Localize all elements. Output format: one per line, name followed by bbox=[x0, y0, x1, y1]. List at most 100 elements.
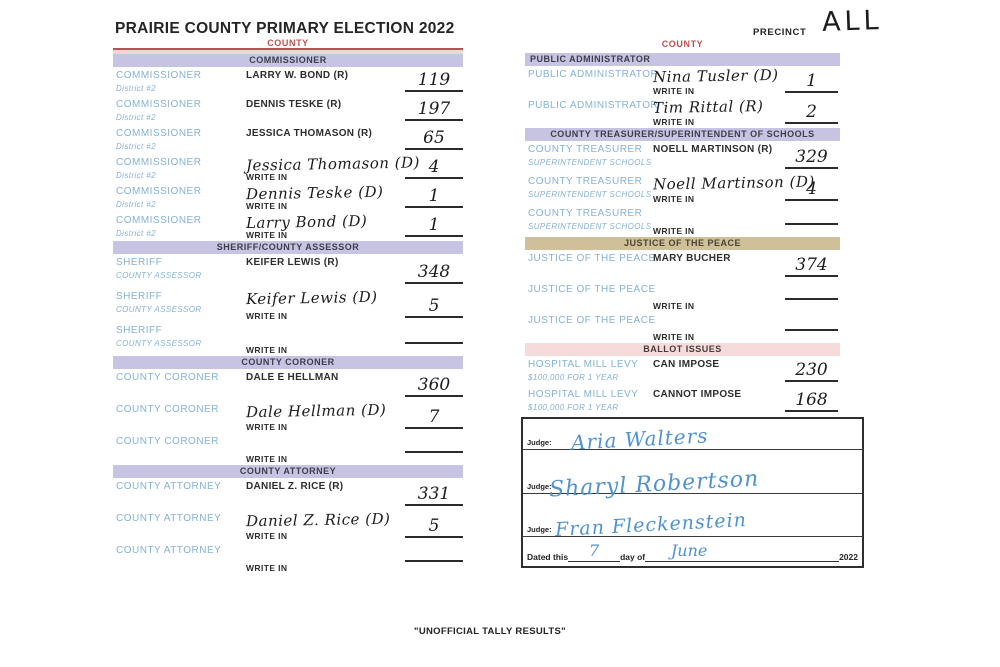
tally-value: 4 bbox=[806, 179, 817, 199]
tally-row: COUNTY ATTORNEY WRITE IN bbox=[113, 542, 463, 574]
section-header: COMMISSIONER bbox=[113, 54, 463, 67]
office-sub-label: $100,000 FOR 1 YEAR bbox=[528, 373, 619, 382]
tally-line: 5 bbox=[405, 298, 463, 318]
tally-value: 168 bbox=[795, 390, 828, 410]
section-attorney: COUNTY ATTORNEY COUNTY ATTORNEY DANIEL Z. … bbox=[113, 465, 463, 574]
tally-row: COUNTY TREASURER SUPERINTENDENT SCHOOLS NO… bbox=[525, 141, 840, 173]
tally-line bbox=[405, 451, 463, 453]
section-coroner: COUNTY CORONER COUNTY CORONER DALE E HELLM… bbox=[113, 356, 463, 465]
judge-row: Judge: Sharyl Robertson bbox=[523, 450, 862, 502]
tally-line: 7 bbox=[405, 409, 463, 429]
tally-row: COUNTY CORONER DALE E HELLMAN 360 bbox=[113, 369, 463, 401]
office-sub-label: District #2 bbox=[116, 171, 156, 180]
dated-day-handwritten: 7 bbox=[589, 541, 600, 560]
write-in-label: WRITE IN bbox=[653, 226, 695, 236]
red-divider-line bbox=[113, 48, 463, 54]
office-sub-label: SUPERINTENDENT SCHOOLS bbox=[528, 222, 652, 231]
tally-row: COUNTY ATTORNEY Daniel Z. Rice (D) WRITE I… bbox=[113, 510, 463, 542]
dated-year: 2022 bbox=[839, 552, 858, 562]
tally-value: 374 bbox=[795, 255, 828, 275]
section-header: COUNTY ATTORNEY bbox=[113, 465, 463, 478]
section-justice: JUSTICE OF THE PEACE JUSTICE OF THE PEACE… bbox=[525, 237, 840, 343]
candidate-name: MARY BUCHER bbox=[653, 253, 731, 264]
office-sub-label: COUNTY ASSESSOR bbox=[116, 305, 202, 314]
write-in-label: WRITE IN bbox=[246, 422, 288, 432]
office-label: HOSPITAL MILL LEVY bbox=[528, 389, 639, 400]
section-treasurer: COUNTY TREASURER/SUPERINTENDENT OF SCHOO… bbox=[525, 128, 840, 237]
candidate-name-handwritten: Daniel Z. Rice (D) bbox=[245, 509, 391, 531]
tally-line bbox=[405, 560, 463, 562]
tally-row: PUBLIC ADMINISTRATOR Tim Rittal (R) WRITE … bbox=[525, 97, 840, 128]
county-label-left: COUNTY bbox=[267, 38, 309, 48]
dated-day-blank: 7 bbox=[568, 541, 621, 562]
candidate-name: CANNOT IMPOSE bbox=[653, 389, 742, 400]
dated-prefix: Dated this bbox=[527, 552, 569, 562]
candidate-name: NOELL MARTINSON (R) bbox=[653, 144, 773, 155]
candidate-name: DANIEL Z. RICE (R) bbox=[246, 481, 344, 492]
tally-row: COUNTY CORONER WRITE IN bbox=[113, 433, 463, 465]
precinct-value-handwritten: ALL bbox=[821, 4, 884, 39]
tally-line: 1 bbox=[405, 188, 463, 208]
tally-value: 119 bbox=[417, 70, 451, 90]
section-commissioner: COMMISSIONER COMMISSIONER District #2 LARRY… bbox=[113, 54, 463, 241]
candidate-name: DENNIS TESKE (R) bbox=[246, 99, 342, 110]
tally-line bbox=[405, 342, 463, 344]
tally-row: COMMISSIONER District #2 LARRY W. BOND (R)… bbox=[113, 67, 463, 96]
write-in-label: WRITE IN bbox=[246, 311, 288, 321]
section-header: JUSTICE OF THE PEACE bbox=[525, 237, 840, 250]
candidate-name: JESSICA THOMASON (R) bbox=[246, 128, 373, 139]
write-in-label: WRITE IN bbox=[653, 117, 695, 127]
tally-row: COUNTY TREASURER SUPERINTENDENT SCHOOLS WR… bbox=[525, 205, 840, 237]
office-label: JUSTICE OF THE PEACE bbox=[528, 315, 656, 326]
write-in-label: WRITE IN bbox=[246, 454, 288, 464]
section-sheriff: SHERIFF/COUNTY ASSESSOR SHERIFF COUNTY ASS… bbox=[113, 241, 463, 356]
tally-row: COMMISSIONER District #2 DENNIS TESKE (R) 1… bbox=[113, 96, 463, 125]
office-cell: COMMISSIONER District #2 bbox=[116, 157, 201, 180]
write-in-label: WRITE IN bbox=[653, 332, 695, 342]
tally-row: COMMISSIONER District #2 JESSICA THOMASON … bbox=[113, 125, 463, 154]
tally-value: 230 bbox=[795, 360, 828, 380]
office-label: COMMISSIONER bbox=[116, 99, 202, 110]
office-cell: COUNTY CORONER bbox=[116, 372, 219, 383]
write-in-label: WRITE IN bbox=[246, 345, 288, 355]
tally-row: COMMISSIONER District #2 Dennis Teske (D) W… bbox=[113, 183, 463, 212]
office-sub-label: COUNTY ASSESSOR bbox=[116, 339, 202, 348]
tally-value: 197 bbox=[417, 99, 451, 119]
tally-line: 230 bbox=[785, 362, 838, 382]
judge-label: Judge: bbox=[527, 438, 552, 447]
tally-value: 5 bbox=[428, 516, 440, 536]
tally-line: 331 bbox=[405, 486, 463, 506]
tally-line: 197 bbox=[405, 101, 463, 121]
judge-row: Judge: Fran Fleckenstein bbox=[523, 494, 862, 541]
write-in-label: WRITE IN bbox=[246, 201, 288, 211]
office-label: COMMISSIONER bbox=[116, 70, 202, 81]
tally-value: 360 bbox=[417, 375, 451, 395]
office-cell: COUNTY ATTORNEY bbox=[116, 513, 221, 524]
tally-row: SHERIFF COUNTY ASSESSOR WRITE IN bbox=[113, 322, 463, 356]
tally-line: 119 bbox=[405, 72, 463, 92]
tally-row: JUSTICE OF THE PEACE WRITE IN bbox=[525, 312, 840, 343]
dated-row: Dated this 7 day of June 2022 bbox=[523, 536, 862, 566]
write-in-label: WRITE IN bbox=[246, 563, 288, 573]
office-sub-label: COUNTY ASSESSOR bbox=[116, 271, 202, 280]
office-cell: HOSPITAL MILL LEVY $100,000 FOR 1 YEAR bbox=[528, 389, 638, 412]
left-results-column: COMMISSIONER COMMISSIONER District #2 LARRY… bbox=[113, 54, 463, 574]
tally-row: HOSPITAL MILL LEVY $100,000 FOR 1 YEAR CAN… bbox=[525, 356, 840, 386]
tally-row: COMMISSIONER District #2 Larry Bond (D) WRI… bbox=[113, 212, 463, 241]
judge-label: Judge: bbox=[527, 482, 552, 491]
office-cell: COUNTY CORONER bbox=[116, 404, 219, 415]
tally-row: COMMISSIONER District #2 Jessica Thomason … bbox=[113, 153, 463, 183]
office-cell: COUNTY ATTORNEY bbox=[116, 481, 221, 492]
office-cell: COUNTY TREASURER SUPERINTENDENT SCHOOLS bbox=[528, 144, 651, 167]
section-header: BALLOT ISSUES bbox=[525, 343, 840, 356]
office-cell: PUBLIC ADMINISTRATOR bbox=[528, 69, 658, 80]
office-label: PUBLIC ADMINISTRATOR bbox=[528, 69, 659, 80]
office-sub-label: SUPERINTENDENT SCHOOLS bbox=[528, 190, 652, 199]
judge-row: Judge: Aria Walters bbox=[523, 419, 862, 455]
tally-value: 7 bbox=[428, 407, 440, 427]
county-label-right: COUNTY bbox=[661, 39, 704, 49]
tally-line: 329 bbox=[785, 149, 838, 169]
office-cell: PUBLIC ADMINISTRATOR bbox=[528, 100, 658, 111]
office-cell: COMMISSIONER District #2 bbox=[116, 186, 201, 209]
